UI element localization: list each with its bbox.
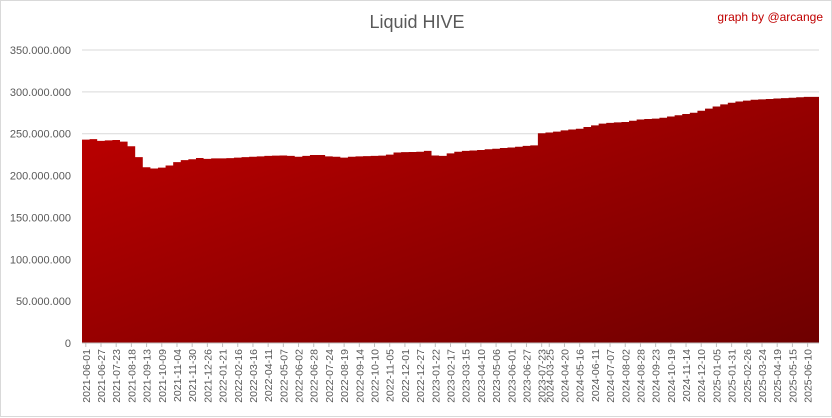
x-tick-label: 2025-01-31 xyxy=(727,349,739,403)
x-tick-label: 2023-07-23 xyxy=(537,349,549,403)
x-tick-label: 2024-03-25 xyxy=(544,349,556,403)
x-tick-label: 2021-09-13 xyxy=(142,349,154,403)
y-axis-ticks: 0 50.000.000 100.000.000 150.000.000 200.000… xyxy=(10,45,71,350)
y-tick-label: 200.000.000 xyxy=(10,171,71,183)
x-tick-label: 2022-07-24 xyxy=(324,349,336,403)
x-tick-label: 2024-12-10 xyxy=(696,349,708,403)
x-tick-label: 2023-05-06 xyxy=(491,349,503,403)
x-tick-label: 2022-03-16 xyxy=(248,349,260,403)
x-tick-label: 2021-11-04 xyxy=(172,349,184,402)
y-tick-label: 300.000.000 xyxy=(10,87,71,99)
x-tick-label: 2023-06-27 xyxy=(521,349,533,403)
x-tick-label: 2024-04-20 xyxy=(559,349,571,403)
y-tick-label: 0 xyxy=(65,338,71,350)
x-tick-label: 2024-06-11 xyxy=(590,349,602,402)
x-tick-label: 2022-09-14 xyxy=(354,349,366,403)
x-tick-label: 2022-06-02 xyxy=(294,349,306,403)
x-tick-label: 2024-08-28 xyxy=(635,349,647,403)
x-tick-label: 2021-08-18 xyxy=(126,349,138,403)
y-tick-label: 150.000.000 xyxy=(10,212,71,224)
y-tick-label: 50.000.000 xyxy=(16,296,71,308)
x-tick-label: 2025-02-26 xyxy=(742,349,754,403)
x-tick-label: 2021-10-09 xyxy=(157,349,169,403)
x-tick-label: 2024-09-23 xyxy=(651,349,663,403)
x-tick-label: 2022-08-19 xyxy=(339,349,351,403)
x-tick-label: 2023-01-22 xyxy=(430,349,442,403)
x-tick-label: 2022-01-21 xyxy=(218,349,230,403)
plot-area xyxy=(82,96,819,343)
x-tick-label: 2025-03-24 xyxy=(757,349,769,403)
x-tick-label: 2022-05-07 xyxy=(278,349,290,403)
x-tick-label: 2025-06-10 xyxy=(803,349,815,403)
x-tick-label: 2021-11-30 xyxy=(187,349,199,402)
x-tick-label: 2023-06-01 xyxy=(506,349,518,403)
x-tick-label: 2021-12-26 xyxy=(202,349,214,403)
x-tick-label: 2022-10-10 xyxy=(370,349,382,403)
x-tick-label: 2024-10-19 xyxy=(666,349,678,403)
area-series xyxy=(82,96,819,343)
x-tick-label: 2024-11-14 xyxy=(681,349,693,402)
x-tick-label: 2022-06-28 xyxy=(309,349,321,403)
x-tick-label: 2021-06-01 xyxy=(81,349,93,403)
y-tick-label: 250.000.000 xyxy=(10,129,71,141)
x-axis-ticks: 2021-06-01 2021-06-27 2021-07-23 2021-08-18… xyxy=(81,343,815,403)
x-tick-label: 2022-11-05 xyxy=(385,349,397,402)
x-tick-label: 2023-03-15 xyxy=(461,349,473,403)
x-tick-label: 2023-04-10 xyxy=(476,349,488,403)
x-tick-label: 2024-07-07 xyxy=(605,349,617,403)
x-tick-label: 2024-08-02 xyxy=(620,349,632,403)
x-tick-label: 2022-12-01 xyxy=(400,349,412,403)
x-tick-label: 2025-04-19 xyxy=(772,349,784,403)
x-tick-label: 2024-05-16 xyxy=(575,349,587,403)
y-tick-label: 100.000.000 xyxy=(10,254,71,266)
x-tick-label: 2022-02-16 xyxy=(233,349,245,403)
x-tick-label: 2021-06-27 xyxy=(96,349,108,403)
x-tick-label: 2022-12-27 xyxy=(415,349,427,403)
x-tick-label: 2021-07-23 xyxy=(111,349,123,403)
x-tick-label: 2025-01-05 xyxy=(711,349,723,403)
x-tick-label: 2022-04-11 xyxy=(263,349,275,402)
x-tick-label: 2023-02-17 xyxy=(446,349,458,403)
chart-credit: graph by @arcange xyxy=(717,10,823,24)
x-tick-label: 2025-05-15 xyxy=(787,349,799,403)
chart-title: Liquid HIVE xyxy=(369,12,464,32)
y-tick-label: 350.000.000 xyxy=(10,45,71,57)
